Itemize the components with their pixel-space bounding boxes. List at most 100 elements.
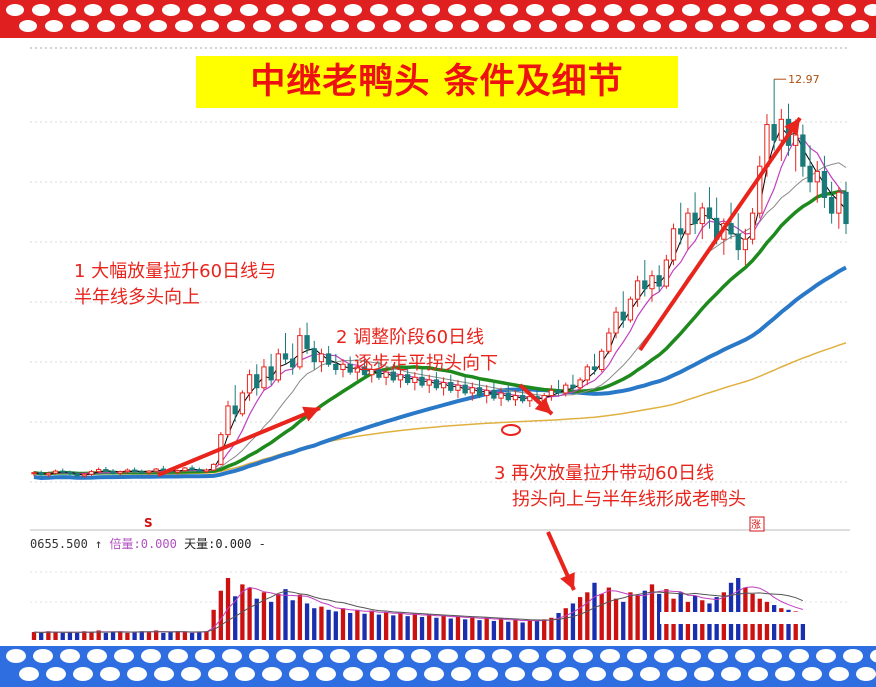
volume-bar xyxy=(383,612,389,640)
candle-body xyxy=(261,366,267,389)
band-dot xyxy=(552,4,570,16)
volume-bar xyxy=(96,630,101,640)
candle-body xyxy=(38,472,44,476)
candle-body xyxy=(361,366,368,376)
volume-bar xyxy=(175,631,180,640)
candle-body xyxy=(433,379,440,389)
candle-body xyxy=(455,384,461,391)
band-dot xyxy=(546,649,566,663)
volume-bar xyxy=(462,619,468,640)
candle-body xyxy=(484,389,490,397)
volume-bar xyxy=(355,609,360,640)
candle-body xyxy=(318,353,325,363)
arrow-volume-head xyxy=(560,572,575,590)
annotation-2-line-2: 逐步走平拐头向下 xyxy=(354,353,498,374)
band-dot xyxy=(513,20,531,32)
candle-body xyxy=(297,335,303,368)
band-dot xyxy=(461,20,479,32)
volume-bar xyxy=(218,590,223,640)
candle-body xyxy=(642,280,648,290)
arrow-second-rally xyxy=(638,116,802,352)
band-dot xyxy=(396,4,414,16)
candle-body xyxy=(469,387,475,394)
band-dot xyxy=(617,20,635,32)
band-dot xyxy=(643,20,661,32)
candle-body xyxy=(175,470,181,473)
candle-body xyxy=(52,470,59,474)
volume-bar xyxy=(46,631,51,640)
candle-body xyxy=(268,366,274,381)
band-dot xyxy=(97,20,115,32)
candle-body xyxy=(74,473,80,477)
band-dot xyxy=(870,649,876,663)
candle-body xyxy=(340,363,346,370)
band-dot xyxy=(748,667,768,681)
candle-body xyxy=(476,387,483,397)
volume-bar xyxy=(635,595,640,640)
volume-bar xyxy=(728,582,734,640)
volume-bar xyxy=(82,631,87,640)
beiliang-label: 倍量: xyxy=(109,537,141,551)
volume-bar xyxy=(786,609,791,640)
band-dot xyxy=(694,667,714,681)
band-dot xyxy=(114,649,134,663)
band-dot xyxy=(141,649,161,663)
stamp-text: 涨 xyxy=(751,519,761,531)
ma120-line xyxy=(33,265,847,481)
volume-bar xyxy=(132,632,137,640)
volume-bar xyxy=(427,614,432,640)
volume-bar xyxy=(484,617,489,640)
band-dot xyxy=(60,649,80,663)
band-dot xyxy=(19,667,39,681)
band-dot xyxy=(667,667,687,681)
volume-bar xyxy=(434,617,439,640)
volume-bar xyxy=(197,632,202,640)
band-dot xyxy=(84,4,102,16)
candle-body xyxy=(354,366,361,373)
band-dot xyxy=(71,20,89,32)
volume-bar xyxy=(168,632,173,640)
candle-body xyxy=(282,353,289,360)
volume-bar xyxy=(110,632,116,640)
band-dot xyxy=(370,4,388,16)
band-dot xyxy=(100,667,120,681)
band-dot xyxy=(73,667,93,681)
band-dot xyxy=(656,4,674,16)
band-dot xyxy=(370,667,390,681)
candle-body xyxy=(491,389,497,399)
volume-bar xyxy=(549,617,554,640)
volume-mask xyxy=(660,612,825,624)
band-dot xyxy=(681,649,701,663)
volume-bar xyxy=(621,601,626,640)
band-dot xyxy=(505,667,525,681)
candle-body xyxy=(412,376,418,384)
candle-body xyxy=(189,467,195,471)
annotation-1: 1 大幅放量拉升60日线与 半年线多头向上 xyxy=(74,259,276,311)
band-dot xyxy=(573,649,593,663)
volume-bar xyxy=(405,616,410,640)
candle-body xyxy=(591,366,598,370)
volume-bar xyxy=(118,631,123,640)
candle-body xyxy=(88,471,95,475)
s-marker: S xyxy=(144,516,153,530)
arrow-first-rally-head xyxy=(302,406,320,422)
volume-bar xyxy=(146,632,152,640)
top-decorative-band xyxy=(0,0,876,38)
volume-bar xyxy=(800,612,806,640)
volume-bar xyxy=(527,620,532,640)
band-dot xyxy=(721,20,739,32)
candle-body xyxy=(757,165,763,214)
volume-bar xyxy=(513,619,518,640)
candle-body xyxy=(239,392,246,415)
volume-bar xyxy=(60,632,65,640)
candle-body xyxy=(778,118,784,141)
candle-body xyxy=(153,468,159,472)
band-dot xyxy=(279,20,297,32)
volume-bar xyxy=(233,596,238,640)
volume-bar xyxy=(657,593,662,640)
band-dot xyxy=(357,649,377,663)
candle-body xyxy=(347,363,353,373)
volume-bar xyxy=(376,614,382,640)
volume-suffix: - xyxy=(258,537,266,551)
band-dot xyxy=(864,4,876,16)
